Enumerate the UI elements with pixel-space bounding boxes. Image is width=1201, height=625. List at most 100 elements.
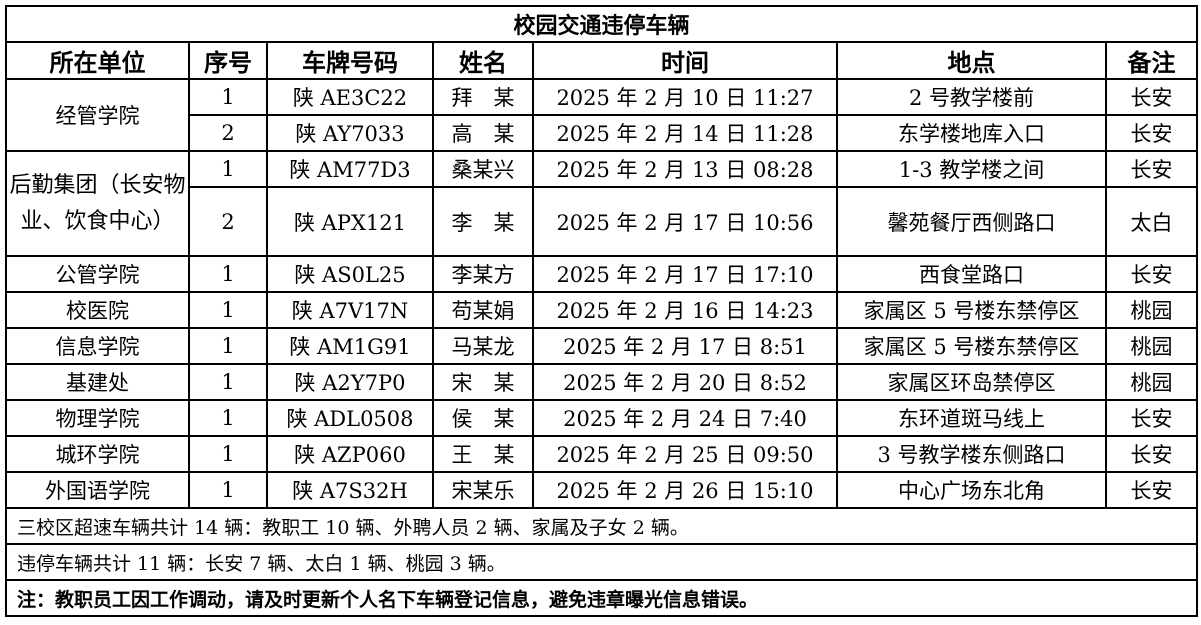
cell-remark: 桃园: [1104, 327, 1199, 365]
header-plate: 车牌号码: [266, 41, 434, 80]
cell-time: 2025 年 2 月 14 日 11:28: [532, 114, 838, 152]
header-location: 地点: [836, 41, 1107, 80]
cell-name: 李 某: [432, 186, 534, 257]
cell-no: 2: [188, 186, 268, 257]
cell-time: 2025 年 2 月 17 日 17:10: [532, 255, 838, 293]
cell-time: 2025 年 2 月 13 日 08:28: [532, 150, 838, 188]
cell-plate: 陕 AE3C22: [266, 78, 434, 116]
cell-location: 馨苑餐厅西侧路口: [836, 186, 1107, 257]
cell-location: 家属区环岛禁停区: [836, 363, 1107, 401]
cell-name: 李某方: [432, 255, 534, 293]
cell-plate: 陕 APX121: [266, 186, 434, 257]
cell-remark: 桃园: [1104, 363, 1199, 401]
note-text: 三校区超速车辆共计 14 辆：教职工 10 辆、外聘人员 2 辆、家属及子女 2…: [4, 507, 1199, 545]
cell-remark: 长安: [1104, 78, 1199, 116]
header-remark: 备注: [1104, 41, 1199, 80]
cell-name: 宋 某: [432, 363, 534, 401]
cell-time: 2025 年 2 月 16 日 14:23: [532, 291, 838, 329]
cell-no: 1: [188, 291, 268, 329]
table-row: 后勤集团（长安物业、饮食中心） 1 陕 AM77D3 桑某兴 2025 年 2 月 13…: [5, 150, 1199, 257]
cell-no: 1: [188, 471, 268, 509]
note-row: 三校区超速车辆共计 14 辆：教职工 10 辆、外聘人员 2 辆、家属及子女 2…: [4, 507, 1199, 545]
cell-no: 2: [188, 114, 268, 152]
cell-no: 1: [188, 435, 268, 473]
cell-remark: 长安: [1104, 114, 1199, 152]
cell-time: 2025 年 2 月 26 日 15:10: [532, 471, 838, 509]
cell-no: 1: [188, 327, 268, 365]
cell-time: 2025 年 2 月 17 日 8:51: [532, 327, 838, 365]
cell-location: 3 号教学楼东侧路口: [836, 435, 1107, 473]
header-time: 时间: [532, 41, 838, 80]
cell-name: 马某龙: [432, 327, 534, 365]
cell-plate: 陕 AY7033: [266, 114, 434, 152]
table-row: 外国语学院 1 陕 A7S32H 宋某乐 2025 年 2 月 26 日 15:10 中心…: [5, 471, 1199, 509]
cell-plate: 陕 A2Y7P0: [266, 363, 434, 401]
cell-remark: 长安: [1104, 435, 1199, 473]
table-row: 城环学院 1 陕 AZP060 王 某 2025 年 2 月 25 日 09:50 3 号…: [5, 435, 1199, 473]
cell-time: 2025 年 2 月 24 日 7:40: [532, 399, 838, 437]
cell-no: 1: [188, 150, 268, 188]
cell-location: 东学楼地库入口: [836, 114, 1107, 152]
cell-time: 2025 年 2 月 25 日 09:50: [532, 435, 838, 473]
table-row: 经管学院 1 陕 AE3C22 拜 某 2025 年 2 月 10 日 11:27 2 号…: [5, 78, 1199, 152]
header-no: 序号: [188, 41, 268, 80]
cell-plate: 陕 A7S32H: [266, 471, 434, 509]
cell-name: 宋某乐: [432, 471, 534, 509]
cell-unit: 后勤集团（长安物业、饮食中心）: [5, 150, 190, 257]
cell-location: 1-3 教学楼之间: [836, 150, 1107, 188]
cell-remark: 长安: [1104, 399, 1199, 437]
table-row: 物理学院 1 陕 ADL0508 侯 某 2025 年 2 月 24 日 7:40 东环道…: [5, 399, 1199, 437]
cell-plate: 陕 AS0L25: [266, 255, 434, 293]
cell-location: 家属区 5 号楼东禁停区: [836, 327, 1107, 365]
table-row: 公管学院 1 陕 AS0L25 李某方 2025 年 2 月 17 日 17:10 西食堂…: [5, 255, 1199, 293]
note-row: 违停车辆共计 11 辆：长安 7 辆、太白 1 辆、桃园 3 辆。: [4, 543, 1199, 581]
cell-name: 高 某: [432, 114, 534, 152]
cell-unit: 城环学院: [5, 435, 190, 473]
cell-unit: 经管学院: [5, 78, 190, 152]
cell-name: 桑某兴: [432, 150, 534, 188]
cell-name: 王 某: [432, 435, 534, 473]
header-row: 所在单位 序号 车牌号码 姓名 时间 地点 备注: [5, 41, 1199, 80]
cell-remark: 长安: [1104, 150, 1199, 188]
cell-remark: 桃园: [1104, 291, 1199, 329]
note-row: 注：教职员工因工作调动，请及时更新个人名下车辆登记信息，避免违章曝光信息错误。: [4, 579, 1199, 617]
cell-plate: 陕 A7V17N: [266, 291, 434, 329]
cell-name: 拜 某: [432, 78, 534, 116]
table-row: 信息学院 1 陕 AM1G91 马某龙 2025 年 2 月 17 日 8:51 家属区 …: [5, 327, 1199, 365]
header-name: 姓名: [432, 41, 534, 80]
cell-location: 东环道斑马线上: [836, 399, 1107, 437]
note-text: 违停车辆共计 11 辆：长安 7 辆、太白 1 辆、桃园 3 辆。: [4, 543, 1199, 581]
cell-no: 1: [188, 363, 268, 401]
header-unit: 所在单位: [5, 41, 190, 80]
cell-location: 家属区 5 号楼东禁停区: [836, 291, 1107, 329]
violation-table: 校园交通违停车辆 所在单位 序号 车牌号码 姓名 时间 地点 备注 经管学院 1 陕…: [4, 5, 1199, 617]
cell-time: 2025 年 2 月 10 日 11:27: [532, 78, 838, 116]
cell-unit: 公管学院: [5, 255, 190, 293]
cell-no: 1: [188, 78, 268, 116]
cell-remark: 长安: [1104, 255, 1199, 293]
cell-unit: 物理学院: [5, 399, 190, 437]
cell-unit: 基建处: [5, 363, 190, 401]
cell-unit: 外国语学院: [5, 471, 190, 509]
cell-unit: 校医院: [5, 291, 190, 329]
cell-plate: 陕 AZP060: [266, 435, 434, 473]
cell-no: 1: [188, 399, 268, 437]
cell-location: 中心广场东北角: [836, 471, 1107, 509]
cell-location: 西食堂路口: [836, 255, 1107, 293]
cell-plate: 陕 AM1G91: [266, 327, 434, 365]
cell-no: 1: [188, 255, 268, 293]
cell-unit: 信息学院: [5, 327, 190, 365]
cell-location: 2 号教学楼前: [836, 78, 1107, 116]
note-text: 注：教职员工因工作调动，请及时更新个人名下车辆登记信息，避免违章曝光信息错误。: [4, 579, 1199, 617]
cell-time: 2025 年 2 月 17 日 10:56: [532, 186, 838, 257]
cell-remark: 长安: [1104, 471, 1199, 509]
table-row: 校医院 1 陕 A7V17N 苟某娟 2025 年 2 月 16 日 14:23 家属区 …: [5, 291, 1199, 329]
cell-name: 苟某娟: [432, 291, 534, 329]
cell-remark: 太白: [1104, 186, 1199, 257]
table-row: 基建处 1 陕 A2Y7P0 宋 某 2025 年 2 月 20 日 8:52 家属区环岛…: [5, 363, 1199, 401]
table-title: 校园交通违停车辆: [4, 5, 1199, 43]
cell-name: 侯 某: [432, 399, 534, 437]
cell-plate: 陕 ADL0508: [266, 399, 434, 437]
